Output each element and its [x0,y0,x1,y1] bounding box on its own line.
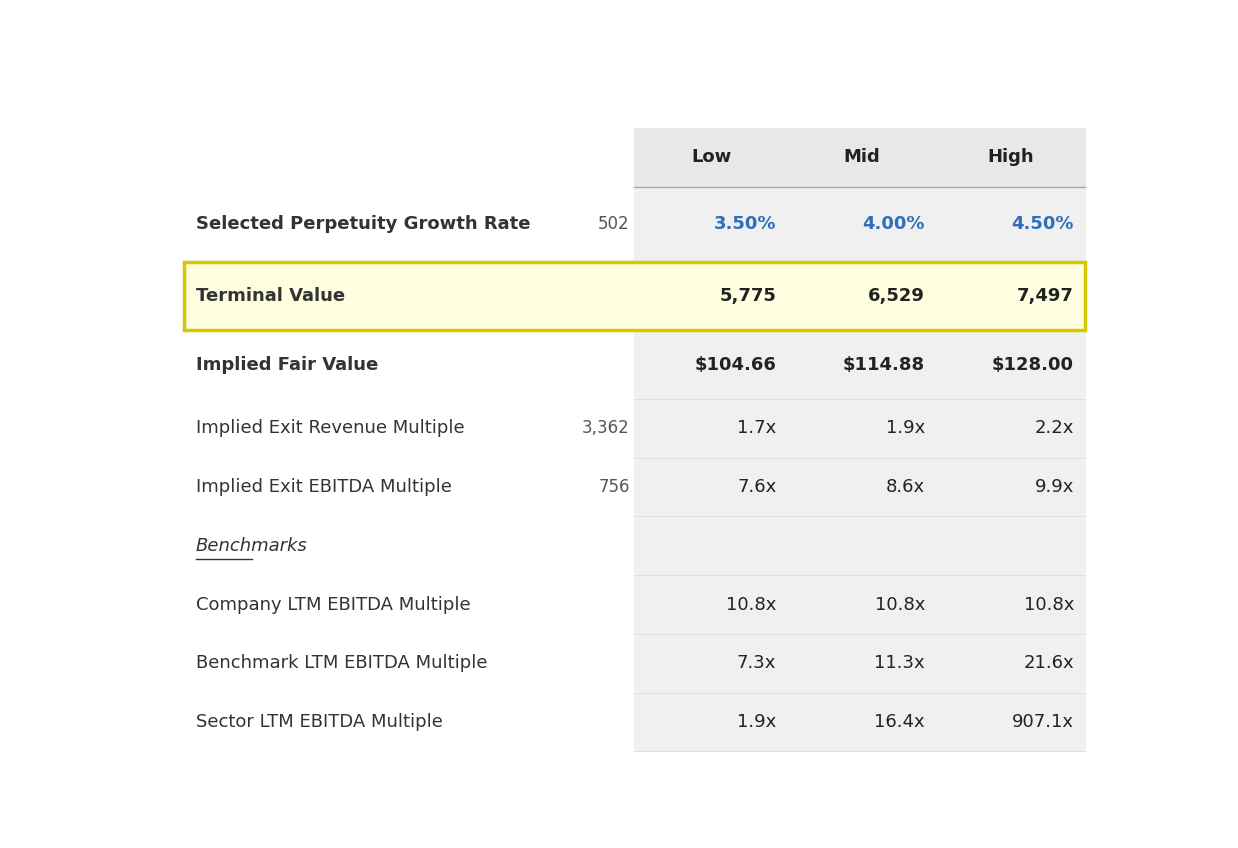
Bar [635,516,1086,575]
Text: 3.50%: 3.50% [714,215,776,233]
Bar [183,399,635,458]
Bar [183,458,635,516]
Bar [183,634,635,693]
Text: Sector LTM EBITDA Multiple: Sector LTM EBITDA Multiple [196,713,443,731]
Text: 756: 756 [598,478,630,496]
Bar [635,128,787,187]
Text: 7.3x: 7.3x [737,655,776,672]
Text: Implied Exit EBITDA Multiple: Implied Exit EBITDA Multiple [196,478,452,496]
Bar [183,693,635,751]
Text: 5,775: 5,775 [719,287,776,305]
Text: 9.9x: 9.9x [1035,478,1073,496]
Bar [635,693,1086,751]
Bar [635,458,1086,516]
Text: 7,497: 7,497 [1018,287,1073,305]
Text: $114.88: $114.88 [843,355,925,374]
Bar [635,575,1086,634]
Text: Benchmarks: Benchmarks [196,537,308,555]
Bar [635,634,1086,693]
Text: High: High [988,148,1034,166]
Text: 10.8x: 10.8x [875,595,925,614]
Text: Benchmark LTM EBITDA Multiple: Benchmark LTM EBITDA Multiple [196,655,488,672]
Text: 2.2x: 2.2x [1035,419,1073,438]
Text: Terminal Value: Terminal Value [196,287,345,305]
Bar [787,128,937,187]
Text: Implied Fair Value: Implied Fair Value [196,355,379,374]
Text: 3,362: 3,362 [582,419,630,438]
Text: Implied Exit Revenue Multiple: Implied Exit Revenue Multiple [196,419,464,438]
Text: 11.3x: 11.3x [874,655,925,672]
Text: 8.6x: 8.6x [886,478,925,496]
Text: 1.9x: 1.9x [886,419,925,438]
Text: 10.8x: 10.8x [725,595,776,614]
Text: Mid: Mid [844,148,880,166]
Text: Selected Perpetuity Growth Rate: Selected Perpetuity Growth Rate [196,215,531,233]
Text: 7.6x: 7.6x [737,478,776,496]
Text: 6,529: 6,529 [868,287,925,305]
Text: 1.7x: 1.7x [737,419,776,438]
Text: Low: Low [691,148,732,166]
Text: 502: 502 [598,215,630,233]
Text: $104.66: $104.66 [695,355,776,374]
Text: 10.8x: 10.8x [1024,595,1073,614]
Text: 16.4x: 16.4x [874,713,925,731]
Bar [635,399,1086,458]
Bar [937,128,1086,187]
Text: 907.1x: 907.1x [1011,713,1073,731]
Text: 1.9x: 1.9x [737,713,776,731]
Text: Company LTM EBITDA Multiple: Company LTM EBITDA Multiple [196,595,470,614]
Text: $128.00: $128.00 [992,355,1073,374]
Text: 4.50%: 4.50% [1011,215,1073,233]
Text: 21.6x: 21.6x [1024,655,1073,672]
Text: 4.00%: 4.00% [863,215,925,233]
Bar [183,516,635,575]
Bar [183,575,635,634]
